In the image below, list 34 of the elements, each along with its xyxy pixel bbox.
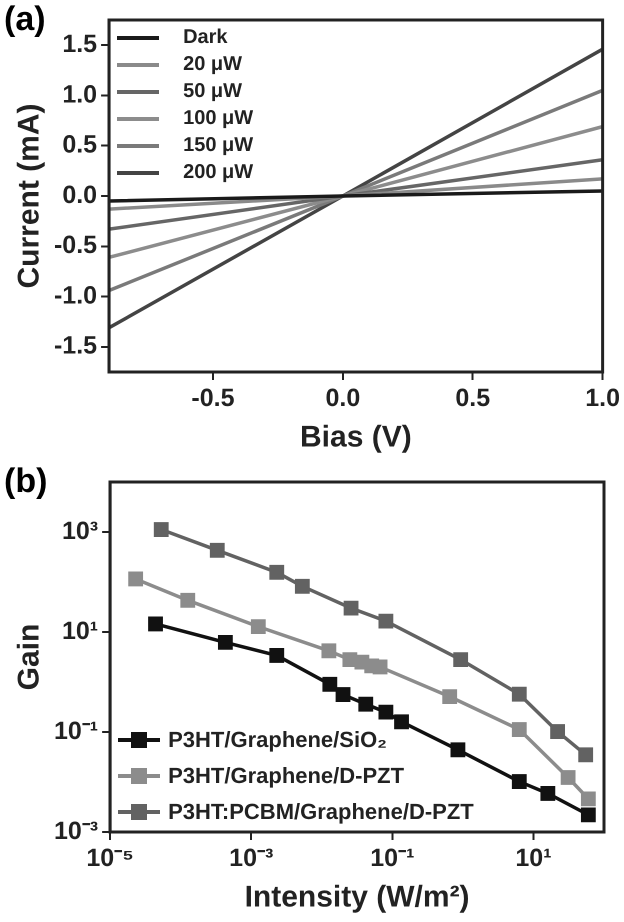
y-axis-title: Current (mA) <box>12 104 46 288</box>
chart-title: (b) <box>4 462 48 501</box>
y-tick-label: 10³ <box>62 516 98 545</box>
legend-label: 150 μW <box>183 134 254 157</box>
legend-label: Dark <box>183 26 228 49</box>
x-tick-label: 1.0 <box>585 384 620 412</box>
legend-label: 20 μW <box>183 53 242 76</box>
legend-label: P3HT:PCBM/Graphene/D-PZT <box>168 799 474 825</box>
y-tick-label: -0.5 <box>54 231 98 260</box>
x-axis-title: Intensity (W/m²) <box>244 880 470 914</box>
legend-label: 200 μW <box>183 161 254 184</box>
x-tick-label: 10⁻¹ <box>370 844 414 872</box>
y-tick-label: 10¹ <box>62 616 98 645</box>
legend-label: P3HT/Graphene/SiO₂ <box>168 727 387 753</box>
y-tick-label: 10⁻¹ <box>54 716 98 745</box>
x-tick-label: -0.5 <box>191 384 235 412</box>
x-tick-label: 10⁻³ <box>229 844 274 872</box>
y-axis-title: Gain <box>12 624 46 690</box>
y-tick-label: 10⁻³ <box>54 816 98 845</box>
y-tick-label: 0.5 <box>62 130 98 159</box>
y-tick-label: -1.0 <box>54 281 98 310</box>
x-axis-title: Bias (V) <box>300 420 412 454</box>
legend-label: P3HT/Graphene/D-PZT <box>168 763 404 789</box>
x-tick-label: 0.0 <box>325 384 360 412</box>
x-tick-label: 0.5 <box>455 384 490 412</box>
legend-label: 50 μW <box>183 80 242 103</box>
x-tick-label: 10¹ <box>515 844 552 872</box>
y-tick-label: 0.0 <box>62 180 98 209</box>
y-tick-label: 1.5 <box>62 30 98 58</box>
y-tick-label: -1.5 <box>54 332 98 360</box>
legend-label: 100 μW <box>183 107 254 130</box>
x-tick-label: 10⁻⁵ <box>86 844 134 872</box>
y-tick-label: 1.0 <box>62 80 98 108</box>
chart-title: (a) <box>4 0 46 39</box>
